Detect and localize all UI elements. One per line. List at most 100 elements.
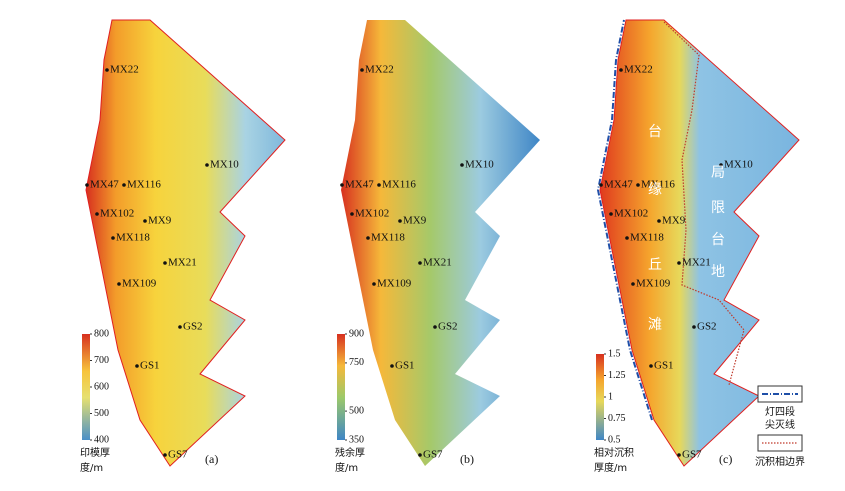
well-label: MX9	[403, 215, 427, 227]
well-label: MX109	[122, 278, 157, 290]
well-label: GS1	[654, 360, 674, 372]
colorbar-tick-label: 500	[349, 405, 364, 416]
well-dot	[636, 183, 640, 187]
well-dot	[692, 325, 696, 329]
well-label: MX109	[636, 278, 671, 290]
map-area	[341, 20, 540, 466]
well-label: GS2	[438, 321, 458, 333]
facies-annotation: 滩	[648, 317, 662, 333]
well-dot	[117, 282, 121, 286]
pinchout-line	[596, 19, 653, 421]
well-label: MX10	[724, 159, 753, 171]
well-dot	[398, 219, 402, 223]
well-dot	[350, 212, 354, 216]
well-dot	[372, 282, 376, 286]
well-dot	[719, 163, 723, 167]
well-label: MX21	[423, 257, 452, 269]
well-label: MX21	[168, 257, 197, 269]
legend-box	[757, 385, 803, 403]
well-label: MX9	[148, 215, 172, 227]
colorbar-tick-label: 1.25	[608, 370, 626, 381]
well-label: GS7	[682, 449, 702, 461]
colorbar-title: 度/m	[80, 461, 103, 474]
well-label: MX47	[345, 179, 374, 191]
legend-label: 尖灭线	[765, 418, 795, 431]
well-dot	[631, 282, 635, 286]
colorbar-tick-label: 900	[349, 328, 364, 339]
colorbar-tick-label: 400	[94, 434, 109, 445]
well-label: GS1	[395, 360, 415, 372]
well-label: GS1	[140, 360, 160, 372]
well-label: GS2	[183, 321, 203, 333]
facies-annotation: 限	[711, 200, 725, 216]
well-dot	[418, 453, 422, 457]
well-dot	[609, 212, 613, 216]
facies-annotation: 地	[711, 264, 725, 280]
well-label: MX47	[90, 179, 119, 191]
well-dot	[85, 183, 89, 187]
well-label: MX22	[110, 64, 139, 76]
well-label: MX102	[355, 208, 389, 220]
well-label: MX22	[624, 64, 653, 76]
well-dot	[677, 261, 681, 265]
well-dot	[599, 183, 603, 187]
well-dot	[163, 261, 167, 265]
well-dot	[205, 163, 209, 167]
well-label: MX109	[377, 278, 412, 290]
well-label: GS7	[423, 449, 443, 461]
well-label: GS7	[168, 449, 188, 461]
well-dot	[178, 325, 182, 329]
panel-label: (b)	[460, 452, 474, 466]
well-dot	[418, 261, 422, 265]
well-dot	[625, 236, 629, 240]
colorbar-title: 厚度/m	[594, 461, 627, 474]
colorbar	[82, 334, 90, 440]
well-dot	[619, 68, 623, 72]
well-dot	[366, 236, 370, 240]
well-dot	[163, 453, 167, 457]
well-dot	[135, 364, 139, 368]
colorbar-tick-label: 750	[349, 357, 364, 368]
facies-annotation: 缘	[648, 182, 662, 198]
well-label: MX22	[365, 64, 394, 76]
well-dot	[377, 183, 381, 187]
well-dot	[111, 236, 115, 240]
well-label: MX102	[100, 208, 134, 220]
well-dot	[649, 364, 653, 368]
colorbar-title: 相对沉积	[594, 446, 634, 459]
well-label: MX21	[682, 257, 711, 269]
well-dot	[460, 163, 464, 167]
facies-annotation: 台	[648, 124, 662, 140]
well-dot	[390, 364, 394, 368]
well-label: MX9	[662, 215, 686, 227]
facies-annotation: 台	[711, 232, 725, 248]
well-label: MX116	[641, 179, 675, 191]
well-label: MX118	[116, 232, 150, 244]
colorbar-tick-label: 700	[94, 355, 109, 366]
well-dot	[360, 68, 364, 72]
colorbar-tick-label: 1	[608, 391, 613, 402]
colorbar-tick-label: 500	[94, 408, 109, 419]
colorbar	[596, 354, 604, 440]
well-dot	[340, 183, 344, 187]
colorbar-tick-label: 1.5	[608, 348, 621, 359]
well-dot	[677, 453, 681, 457]
well-label: MX10	[465, 159, 494, 171]
facies-annotation: 局	[711, 165, 725, 181]
colorbar-title: 度/m	[335, 461, 358, 474]
map-area	[85, 19, 286, 467]
facies-boundary	[663, 21, 745, 386]
well-label: MX118	[630, 232, 664, 244]
well-label: GS2	[697, 321, 717, 333]
well-dot	[657, 219, 661, 223]
well-dot	[143, 219, 147, 223]
colorbar-tick-label: 600	[94, 381, 109, 392]
panel-label: (c)	[719, 452, 732, 466]
colorbar-tick-label: 350	[349, 434, 364, 445]
legend-label: 沉积相边界	[755, 455, 805, 468]
colorbar-title: 残余厚	[335, 446, 365, 459]
well-label: MX10	[210, 159, 239, 171]
well-dot	[122, 183, 126, 187]
well-label: MX116	[127, 179, 161, 191]
well-label: MX116	[382, 179, 416, 191]
